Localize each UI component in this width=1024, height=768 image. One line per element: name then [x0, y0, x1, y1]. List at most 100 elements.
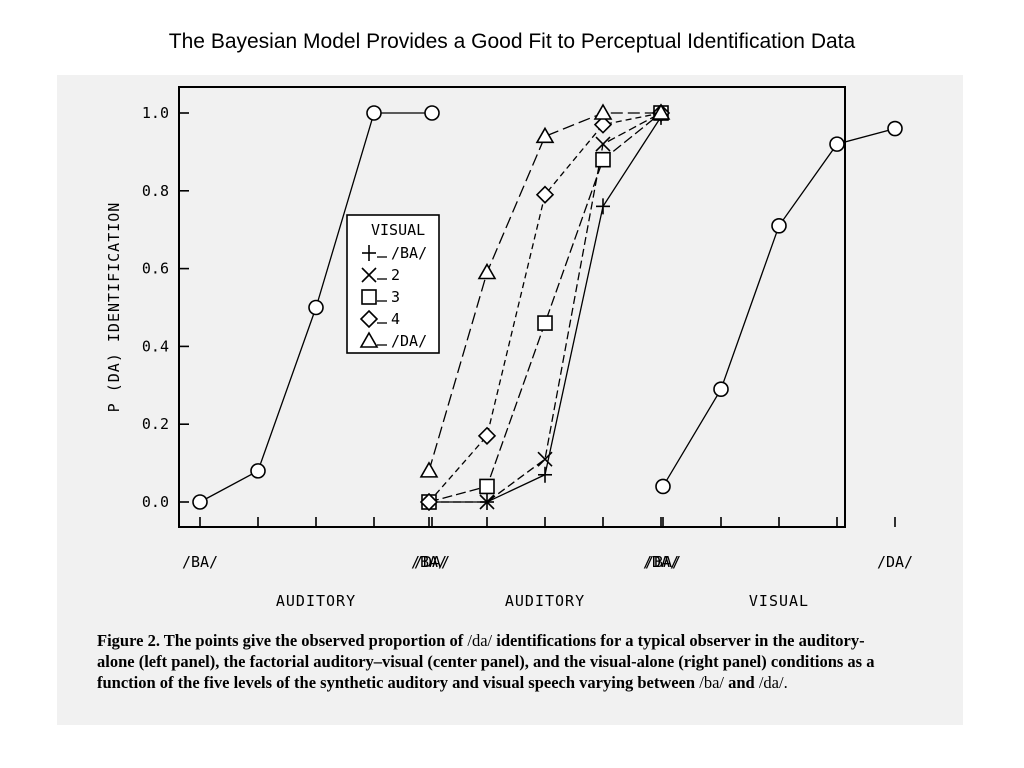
- caption-and: and: [723, 673, 759, 692]
- x-axis-title: VISUAL: [749, 592, 809, 610]
- data-point: [424, 105, 440, 121]
- data-point: [192, 494, 208, 510]
- slide-title: The Bayesian Model Provides a Good Fit t…: [168, 30, 856, 53]
- legend-marker-shape: [361, 289, 377, 305]
- y-axis: 0.0 0.2 0.4 0.6 0.8 1.0: [142, 104, 189, 511]
- data-point: [593, 115, 613, 134]
- panel-auditory-alone: /BA//DA/AUDITORY: [182, 105, 450, 610]
- series-line: [429, 116, 662, 503]
- series-da: [419, 103, 671, 478]
- data-point: [250, 463, 266, 479]
- data-point-shape: [535, 126, 555, 144]
- data-point-shape: [535, 185, 555, 204]
- data-point-shape: [479, 478, 495, 495]
- legend-marker: [359, 309, 379, 329]
- legend-entry: /BA/: [362, 244, 427, 262]
- series-circle: [655, 120, 903, 495]
- series-3: [421, 105, 669, 510]
- panels-layer: /BA//DA/AUDITORY/BA//DA/AUDITORY/BA//DA/…: [182, 103, 913, 610]
- series-circle: [192, 105, 440, 510]
- data-point: [713, 381, 729, 397]
- panel-visual-alone: /BA//DA/VISUAL: [645, 120, 913, 610]
- data-point: [535, 185, 555, 204]
- data-point: [887, 120, 903, 137]
- legend-marker-b: [361, 267, 377, 283]
- panel-factorial-auditory-visual: /BA//DA/AUDITORY: [411, 103, 679, 610]
- data-point-shape: [419, 492, 439, 512]
- data-point: [595, 136, 611, 152]
- data-point-shape: [192, 494, 208, 510]
- data-point: [538, 466, 552, 483]
- data-point: [477, 262, 497, 280]
- y-tick-label: 0.0: [142, 493, 169, 511]
- data-point-shape: [477, 426, 497, 446]
- legend-title: VISUAL: [371, 221, 425, 239]
- legend-label: /BA/: [391, 244, 427, 262]
- data-point-b: [479, 494, 495, 510]
- y-tick-label: 1.0: [142, 104, 169, 122]
- data-point: [535, 126, 555, 144]
- series-line: [662, 127, 896, 487]
- legend: VISUAL/BA/2 3 4/DA/: [346, 214, 440, 354]
- legend-box: [346, 214, 440, 354]
- data-point: [537, 451, 553, 467]
- chart-plot: 0.0 0.2 0.4 0.6 0.8 1.0 P (DA) IDENTIFICATION…: [105, 86, 913, 610]
- x-tick-label-start: /BA/: [645, 553, 681, 571]
- legend-marker-shape: [359, 309, 379, 329]
- data-point-shape: [477, 262, 497, 280]
- x-tick-label-start: /BA/: [411, 553, 447, 571]
- data-point-b: [595, 136, 611, 152]
- data-point-b: [537, 451, 553, 467]
- y-axis-title: P (DA) IDENTIFICATION: [105, 202, 123, 413]
- data-point-shape: [537, 315, 553, 331]
- data-point: [479, 478, 495, 495]
- caption-da-1: /da/: [467, 631, 493, 650]
- data-point: [308, 299, 324, 316]
- data-point-shape: [593, 103, 613, 120]
- x-tick-label-end: /DA/: [877, 553, 913, 571]
- data-point-shape: [713, 381, 729, 397]
- data-point-shape: [829, 136, 845, 152]
- series-ba: [422, 108, 668, 510]
- data-point: [651, 103, 671, 120]
- figure-scan: 0.0 0.2 0.4 0.6 0.8 1.0 P (DA) IDENTIFICATION…: [57, 75, 963, 725]
- data-point: [419, 492, 439, 512]
- data-point: [655, 478, 671, 495]
- legend-entry: 2: [361, 266, 400, 284]
- data-point: [419, 461, 439, 478]
- x-axis-title: AUDITORY: [505, 592, 585, 610]
- legend-marker: [362, 245, 376, 261]
- legend-marker: [361, 289, 377, 305]
- legend-entry: 3: [361, 288, 400, 306]
- figure-caption: Figure 2. The points give the observed p…: [97, 630, 877, 693]
- data-point-shape: [424, 105, 440, 121]
- y-tick-label: 0.6: [142, 260, 169, 278]
- series-line: [429, 112, 662, 503]
- caption-text-a: The points give the observed proportion …: [159, 631, 468, 650]
- legend-marker: [359, 331, 379, 348]
- data-point: [829, 136, 845, 152]
- legend-entry: 4: [359, 309, 400, 329]
- series-2: [421, 105, 669, 510]
- legend-label: 2: [391, 266, 400, 284]
- plot-frame: [178, 86, 846, 528]
- caption-text-b: identifications for a typical observer i…: [97, 631, 875, 692]
- y-tick-label: 0.8: [142, 182, 169, 200]
- data-point: [537, 315, 553, 331]
- caption-ba: /ba/: [699, 673, 724, 692]
- data-point-shape: [419, 461, 439, 478]
- caption-end: .: [783, 673, 788, 692]
- x-tick-label-start: /BA/: [182, 553, 218, 571]
- data-point-shape: [308, 299, 324, 316]
- data-point: [593, 103, 613, 120]
- x-tick-label-end: /DA/: [643, 553, 679, 571]
- data-point-shape: [651, 103, 671, 120]
- data-point-shape: [593, 115, 613, 134]
- data-point: [366, 105, 382, 121]
- data-point-shape: [771, 218, 787, 234]
- caption-label: Figure 2.: [97, 631, 160, 650]
- legend-label: /DA/: [391, 332, 427, 350]
- data-point: [595, 151, 611, 168]
- legend-label: 3: [391, 288, 400, 306]
- data-point-shape: [887, 120, 903, 137]
